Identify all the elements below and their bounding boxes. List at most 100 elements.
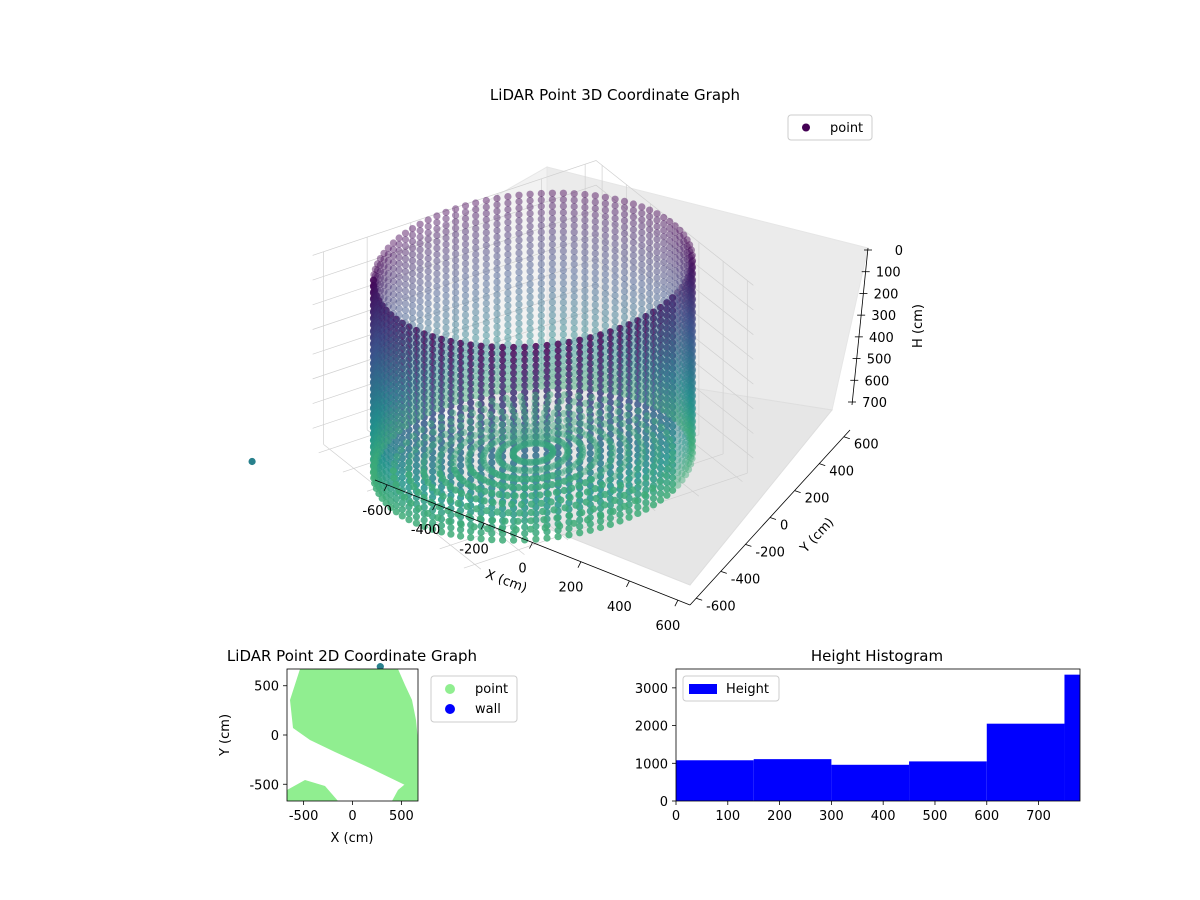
data-point [518,442,526,450]
data-point [473,505,481,513]
data-point [369,366,378,374]
data-point [504,353,512,361]
x-tick-label-hist: 600 [974,809,999,824]
data-point [548,221,557,229]
data-point [570,331,578,339]
data-point [666,359,674,367]
data-point [669,435,677,443]
data-point [516,509,524,517]
data-point [605,437,613,445]
data-point [676,316,684,324]
data-point [596,331,605,339]
data-point [420,381,428,389]
data-point [420,394,428,402]
data-point [526,190,534,198]
data-point [682,439,690,447]
data-point [437,425,446,433]
data-point [649,314,658,323]
data-point [656,451,665,459]
data-point [676,278,684,286]
data-point [606,341,615,349]
data-point [416,387,424,395]
data-point [576,362,584,370]
data-point [684,414,693,422]
data-point [482,261,490,269]
data-point [688,397,696,405]
data-point [424,229,432,237]
data-point [548,449,557,458]
data-point [468,409,477,417]
data-point [684,459,693,467]
data-point [525,467,533,475]
data-point [433,321,441,329]
data-point [625,366,633,374]
data-point [461,260,470,268]
data-point [686,273,694,281]
data-point [370,450,378,459]
data-point [653,235,661,243]
data-point [416,304,424,312]
data-point [480,449,488,457]
data-point [547,444,556,452]
data-point [465,435,473,443]
data-point [405,387,413,395]
data-point [442,228,450,236]
data-point [457,520,465,529]
data-point [683,268,691,276]
data-point [678,348,686,356]
data-point [676,323,684,331]
data-point [416,381,424,389]
y-tick [720,570,727,574]
data-point [488,401,496,409]
data-point [611,279,619,287]
data-point [663,382,671,390]
data-point [398,351,406,359]
data-point [676,239,684,247]
data-point [666,327,674,335]
data-point [532,362,540,370]
data-point [444,507,452,515]
data-point [433,302,441,310]
data-point [682,432,690,440]
data-point [472,321,480,329]
data-point [424,274,432,282]
histogram-bar [909,761,987,801]
data-point [653,351,661,359]
data-point [688,326,696,334]
data-point [620,384,629,392]
data-point [562,453,570,461]
data-point [499,363,507,371]
data-point [395,395,403,403]
data-point [606,334,615,342]
data-point [688,264,696,272]
data-point [660,387,668,395]
data-point [550,421,558,430]
data-point [447,363,455,371]
data-point [376,447,384,455]
data-point [687,332,695,340]
data-point [398,428,406,436]
data-point [586,468,594,477]
data-point [669,313,677,321]
data-point [515,249,523,257]
data-point [371,304,379,312]
data-point [457,384,465,392]
data-point [660,316,668,324]
data-point [649,334,658,342]
data-point [474,400,482,409]
data-point [371,342,379,350]
data-point [680,359,688,367]
data-point [537,439,546,448]
data-point [591,339,599,347]
data-point [680,276,688,284]
data-point [648,431,656,439]
data-point [543,354,551,362]
data-point [559,382,568,390]
data-point [570,357,578,365]
data-point [591,359,599,367]
data-point [663,485,671,493]
data-point [554,430,562,438]
data-point [625,423,633,431]
data-point [537,457,545,465]
data-point [620,229,629,238]
